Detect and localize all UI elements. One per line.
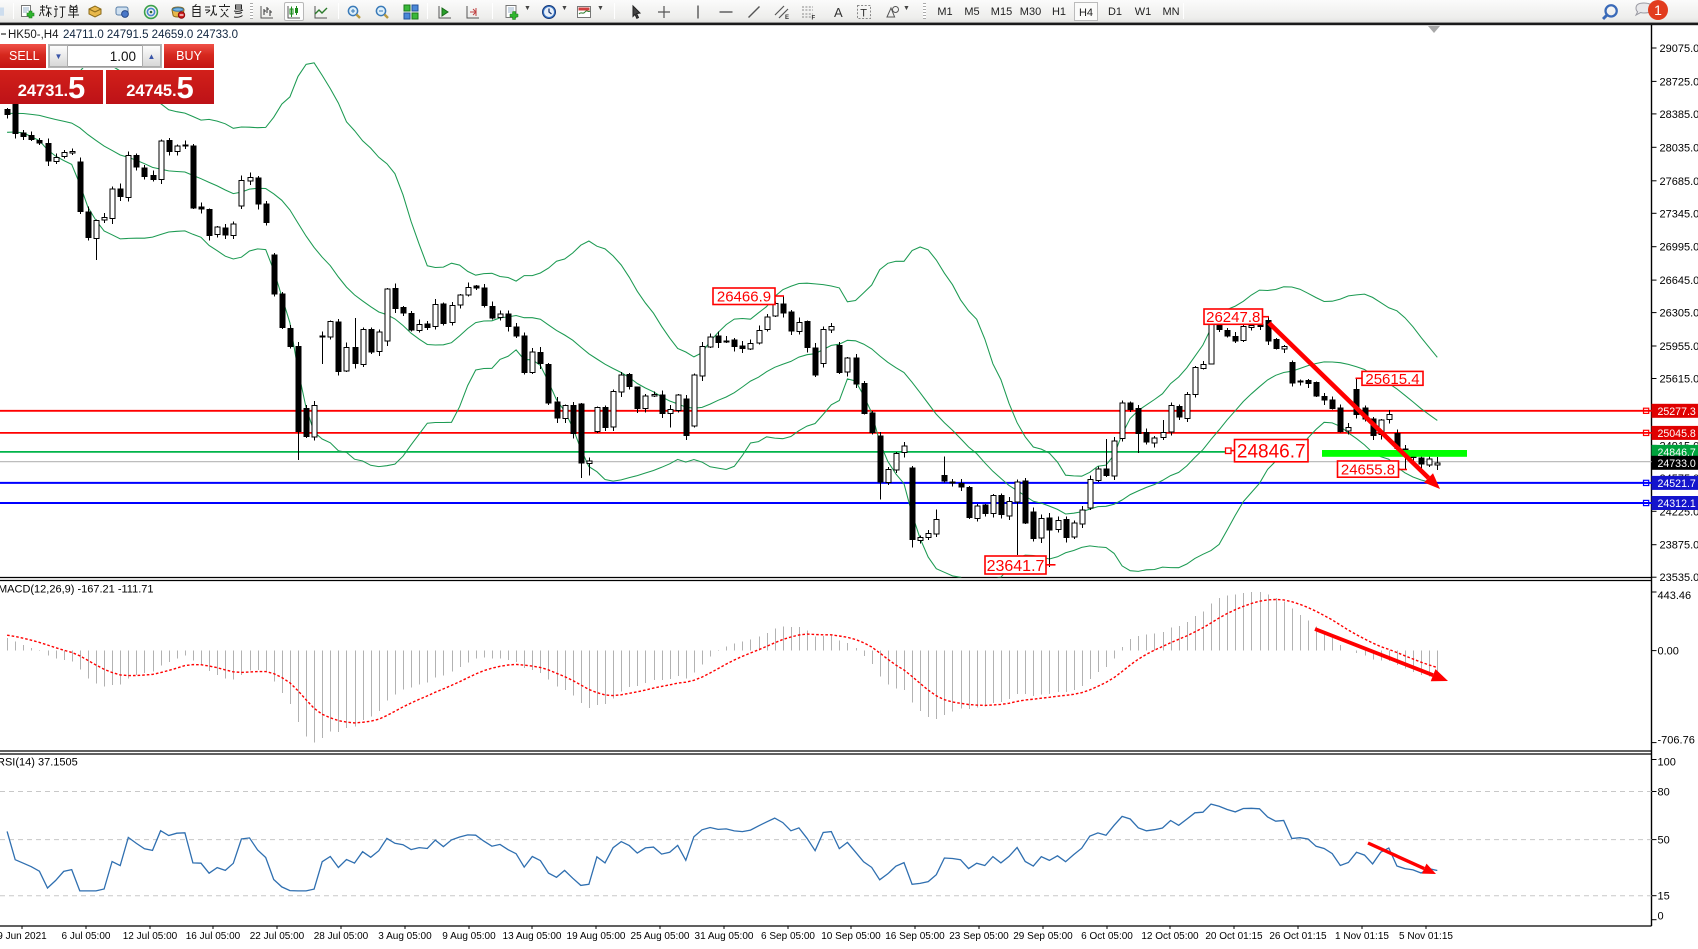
svg-text:23875.0: 23875.0 (1660, 540, 1698, 552)
svg-text:28 Jul 05:00: 28 Jul 05:00 (314, 931, 369, 942)
svg-text:28035.0: 28035.0 (1660, 142, 1698, 154)
svg-text:28385.0: 28385.0 (1660, 109, 1698, 121)
svg-text:16 Sep 05:00: 16 Sep 05:00 (885, 931, 945, 942)
svg-text:6 Sep 05:00: 6 Sep 05:00 (761, 931, 815, 942)
svg-text:28725.0: 28725.0 (1660, 76, 1698, 88)
svg-text:24312.1: 24312.1 (1658, 498, 1696, 510)
svg-text:29 Sep 05:00: 29 Sep 05:00 (1013, 931, 1073, 942)
svg-text:9 Aug 05:00: 9 Aug 05:00 (442, 931, 496, 942)
svg-text:25 Aug 05:00: 25 Aug 05:00 (631, 931, 690, 942)
svg-text:15: 15 (1658, 891, 1670, 903)
svg-text:23535.0: 23535.0 (1660, 572, 1698, 584)
svg-text:E: E (785, 15, 789, 20)
svg-text:A: A (834, 5, 843, 20)
svg-text:RSI(14) 37.1505: RSI(14) 37.1505 (0, 757, 78, 769)
svg-text:27685.0: 27685.0 (1660, 176, 1698, 188)
svg-text:26305.0: 26305.0 (1660, 308, 1698, 320)
svg-text:5 Nov 01:15: 5 Nov 01:15 (1399, 931, 1453, 942)
svg-text:10 Sep 05:00: 10 Sep 05:00 (821, 931, 881, 942)
svg-text:25277.3: 25277.3 (1658, 406, 1696, 418)
svg-text:HK50-,H4: HK50-,H4 (8, 29, 59, 41)
svg-text:25955.0: 25955.0 (1660, 341, 1698, 353)
svg-text:23 Sep 05:00: 23 Sep 05:00 (949, 931, 1009, 942)
svg-text:19 Aug 05:00: 19 Aug 05:00 (567, 931, 626, 942)
svg-text:9 Jun 2021: 9 Jun 2021 (0, 931, 47, 942)
svg-text:12 Jul 05:00: 12 Jul 05:00 (123, 931, 178, 942)
svg-text:6 Jul 05:00: 6 Jul 05:00 (62, 931, 111, 942)
svg-text:12 Oct 05:00: 12 Oct 05:00 (1141, 931, 1199, 942)
svg-text:23641.7: 23641.7 (987, 558, 1045, 575)
svg-text:100: 100 (1658, 757, 1676, 769)
svg-text:MACD(12,26,9) -167.21 -111.71: MACD(12,26,9) -167.21 -111.71 (0, 584, 154, 596)
svg-text:0: 0 (1658, 911, 1664, 923)
svg-text:26247.8: 26247.8 (1206, 309, 1260, 326)
svg-text:80: 80 (1658, 787, 1670, 799)
svg-text:29075.0: 29075.0 (1660, 43, 1698, 55)
svg-text:13 Aug 05:00: 13 Aug 05:00 (503, 931, 562, 942)
svg-text:3 Aug 05:00: 3 Aug 05:00 (378, 931, 432, 942)
svg-text:20 Oct 01:15: 20 Oct 01:15 (1205, 931, 1263, 942)
svg-text:24733.0: 24733.0 (1658, 458, 1696, 470)
svg-text:16 Jul 05:00: 16 Jul 05:00 (186, 931, 241, 942)
svg-text:24655.8: 24655.8 (1341, 462, 1395, 479)
svg-text:26466.9: 26466.9 (717, 289, 771, 306)
svg-text:443.46: 443.46 (1658, 590, 1692, 602)
svg-text:1: 1 (1654, 2, 1662, 18)
svg-text:T: T (860, 7, 867, 19)
svg-text:31 Aug 05:00: 31 Aug 05:00 (695, 931, 754, 942)
svg-text:25045.8: 25045.8 (1658, 428, 1696, 440)
svg-text:26645.0: 26645.0 (1660, 275, 1698, 287)
svg-text:6 Oct 05:00: 6 Oct 05:00 (1081, 931, 1133, 942)
svg-text:27345.0: 27345.0 (1660, 208, 1698, 220)
svg-text:F: F (812, 15, 816, 20)
svg-text:24846.7: 24846.7 (1237, 442, 1306, 463)
svg-text:26 Oct 01:15: 26 Oct 01:15 (1269, 931, 1327, 942)
svg-text:25615.0: 25615.0 (1660, 374, 1698, 386)
svg-text:0.00: 0.00 (1658, 646, 1679, 658)
svg-text:1 Nov 01:15: 1 Nov 01:15 (1335, 931, 1389, 942)
svg-text:24521.7: 24521.7 (1658, 478, 1696, 490)
svg-text:24711.0 24791.5 24659.0 24733.: 24711.0 24791.5 24659.0 24733.0 (63, 29, 238, 41)
svg-text:50: 50 (1658, 835, 1670, 847)
svg-text:-706.76: -706.76 (1658, 735, 1695, 747)
svg-text:22 Jul 05:00: 22 Jul 05:00 (250, 931, 305, 942)
svg-text:26995.0: 26995.0 (1660, 242, 1698, 254)
svg-text:25615.4: 25615.4 (1365, 371, 1419, 388)
